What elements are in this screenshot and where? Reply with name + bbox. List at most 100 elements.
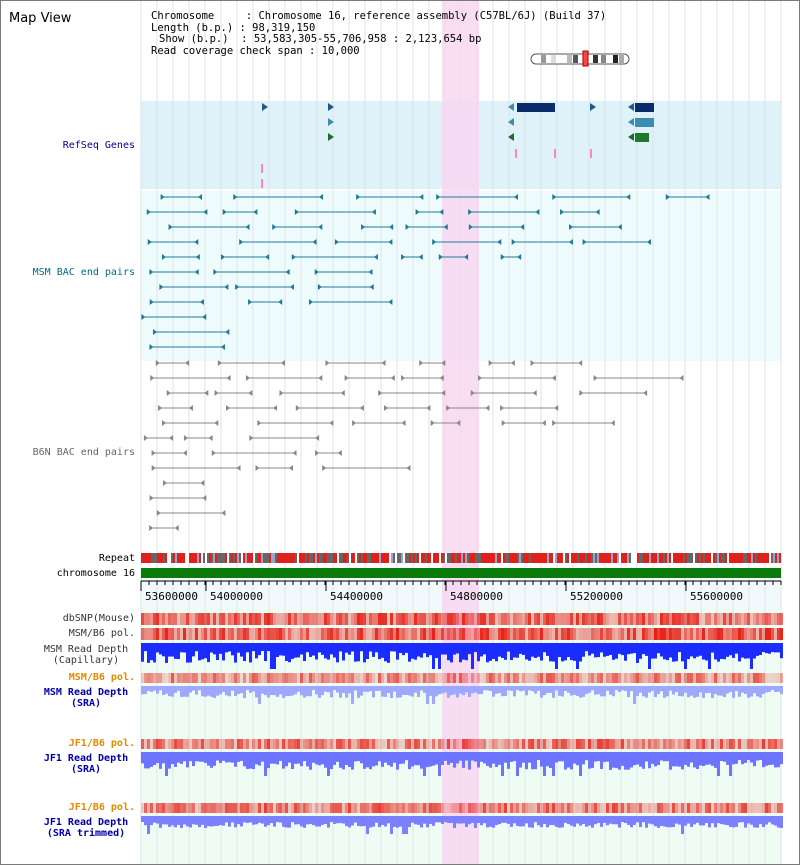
jf1-b6-pol-mark xyxy=(384,739,387,749)
jf1-b6-pol2-mark xyxy=(708,803,711,813)
dbsnp-mark xyxy=(735,613,738,625)
jf1-depth-sra-bar xyxy=(516,752,519,776)
msm-b6-pol2-mark xyxy=(366,673,369,683)
jf1-depth-sra-bar xyxy=(462,752,465,768)
msm-depth-sra-bar xyxy=(180,686,183,697)
jf1-depth-trim-bar xyxy=(222,816,225,826)
dbsnp-mark xyxy=(198,613,201,625)
jf1-b6-pol2-mark xyxy=(405,803,408,813)
jf1-depth-trim-bar xyxy=(759,816,762,825)
msm-b6-pol2-mark xyxy=(363,673,366,683)
repeat-mark xyxy=(429,553,431,563)
repeat-mark xyxy=(201,553,203,563)
msm-depth-sra-bar xyxy=(540,686,543,698)
jf1-depth-sra-bar xyxy=(435,752,438,765)
msm-depth-sra-bar xyxy=(243,686,246,698)
msm-b6-pol2-mark xyxy=(630,673,633,683)
jf1-depth-trim-bar xyxy=(150,816,153,826)
jf1-depth-trim-bar xyxy=(573,816,576,827)
repeat-mark xyxy=(669,553,671,563)
msm-b6-pol2-mark xyxy=(471,673,474,683)
msm-depth-sra-bar xyxy=(339,686,342,698)
msm-depth-capillary-bar xyxy=(654,643,657,659)
jf1-depth-trim-bar xyxy=(516,816,519,826)
dbsnp-mark xyxy=(336,613,339,625)
msm-depth-capillary-label: MSM Read Depth (Capillary) xyxy=(31,644,141,666)
msm-depth-capillary-bar xyxy=(636,643,639,663)
msm-b6-pol2-mark xyxy=(192,673,195,683)
repeat-mark xyxy=(305,553,307,563)
msm-bac-end xyxy=(294,209,299,215)
msm-b6-pol-mark xyxy=(654,628,657,640)
jf1-depth-trim-bar xyxy=(321,816,324,825)
jf1-b6-pol-mark xyxy=(735,739,738,749)
msm-depth-sra-bar xyxy=(510,686,513,691)
msm-b6-pol2-mark xyxy=(603,673,606,683)
msm-b6-pol-mark xyxy=(252,628,255,640)
msm-depth-sra-bar xyxy=(522,686,525,691)
jf1-b6-pol2-mark xyxy=(366,803,369,813)
repeat-mark xyxy=(487,553,489,563)
refseq-gene-arrow xyxy=(508,118,514,126)
repeat-mark xyxy=(469,553,471,563)
dbsnp-mark xyxy=(471,613,474,625)
jf1-depth-sra-bar xyxy=(300,752,303,767)
jf1-depth-trim-bar xyxy=(474,816,477,828)
jf1-depth-sra-bar xyxy=(510,752,513,762)
repeat-mark xyxy=(307,553,309,563)
msm-depth-sra-bar xyxy=(627,686,630,698)
jf1-b6-pol2-mark xyxy=(402,803,405,813)
jf1-depth-sra-bar xyxy=(753,752,756,767)
jf1-depth-sra-bar xyxy=(423,752,426,776)
repeat-mark xyxy=(431,553,433,563)
dbsnp-mark xyxy=(165,613,168,625)
msm-b6-pol-mark xyxy=(240,628,243,640)
msm-b6-pol-mark xyxy=(735,628,738,640)
jf1-b6-pol2-mark xyxy=(540,803,543,813)
jf1-depth-sra-bar xyxy=(780,752,783,765)
dbsnp-mark xyxy=(732,613,735,625)
msm-b6-pol-mark xyxy=(591,628,594,640)
dbsnp-mark xyxy=(159,613,162,625)
msm-b6-pol-mark xyxy=(750,628,753,640)
dbsnp-mark xyxy=(609,613,612,625)
repeat-mark xyxy=(767,553,769,563)
jf1-depth-sra-bar xyxy=(324,752,327,768)
jf1-depth-sra-bar xyxy=(585,752,588,761)
repeat-mark xyxy=(753,553,755,563)
msm-depth-sra-bar xyxy=(288,686,291,697)
jf1-depth-sra-bar xyxy=(564,752,567,770)
jf1-b6-pol2-mark xyxy=(303,803,306,813)
jf1-b6-pol2-mark xyxy=(297,803,300,813)
jf1-depth-sra-bar xyxy=(264,752,267,776)
repeat-mark xyxy=(443,553,445,563)
dbsnp-mark xyxy=(456,613,459,625)
jf1-depth-trim-bar xyxy=(753,816,756,828)
repeat-mark xyxy=(149,553,151,563)
jf1-b6-pol-mark xyxy=(699,739,702,749)
jf1-depth-trim-bar xyxy=(354,816,357,823)
jf1-b6-pol-mark xyxy=(534,739,537,749)
msm-b6-pol-mark xyxy=(420,628,423,640)
msm-depth-capillary-bar xyxy=(528,643,531,661)
jf1-depth-trim-bar xyxy=(597,816,600,823)
dbsnp-mark xyxy=(399,613,402,625)
repeat-mark xyxy=(707,553,709,563)
msm-b6-pol2-mark xyxy=(240,673,243,683)
jf1-depth-sra-bar xyxy=(699,752,702,766)
jf1-b6-pol-mark xyxy=(183,739,186,749)
msm-bac-end xyxy=(253,209,258,215)
msm-bac-end xyxy=(265,254,270,260)
repeat-mark xyxy=(417,553,419,563)
repeat-mark xyxy=(697,553,699,563)
repeat-mark xyxy=(377,553,379,563)
dbsnp-mark xyxy=(183,613,186,625)
jf1-depth-trim-bar xyxy=(621,816,624,823)
msm-b6-pol2-mark xyxy=(168,673,171,683)
jf1-b6-pol2-mark xyxy=(231,803,234,813)
jf1-b6-pol2-mark xyxy=(195,803,198,813)
msm-b6-pol2-mark xyxy=(198,673,201,683)
msm-depth-capillary-bar xyxy=(396,643,399,660)
msm-b6-pol-mark xyxy=(276,628,279,640)
